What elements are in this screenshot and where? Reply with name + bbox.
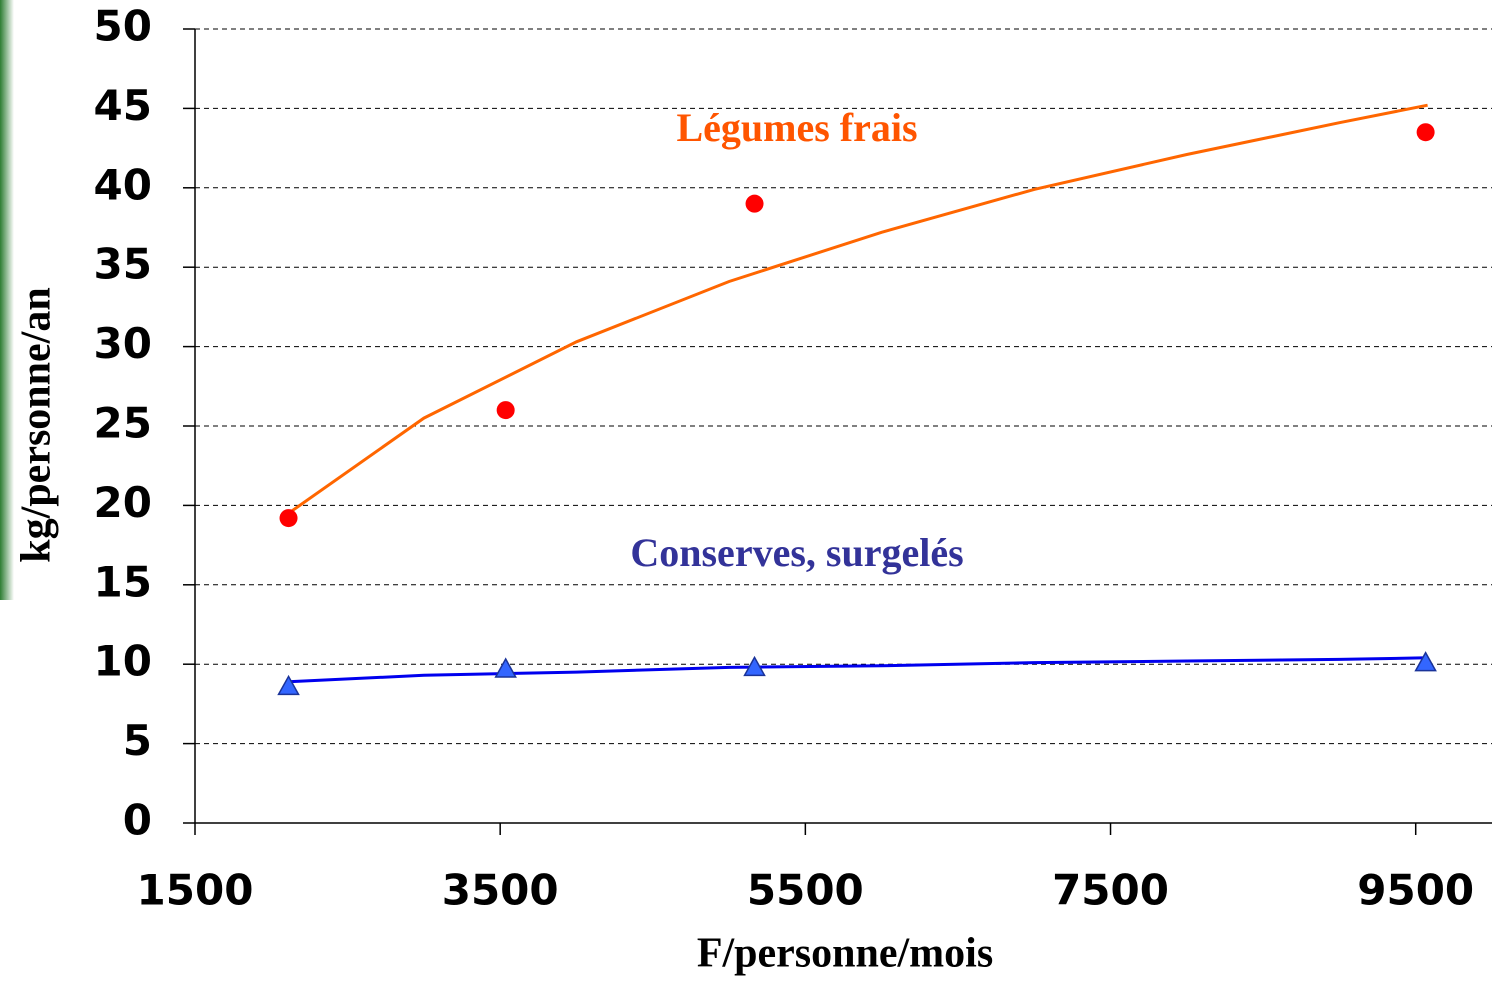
marker [277,674,300,696]
marker [279,509,298,528]
x-tick-label: 3500 [442,866,559,915]
y-tick-label: 15 [94,557,152,606]
marker [743,655,766,677]
x-tick-label: 7500 [1052,866,1169,915]
trend-line [288,656,1428,684]
trend-line [287,103,1428,515]
y-tick-label: 0 [123,796,152,845]
marker [494,657,517,678]
marker [496,401,515,420]
series-label: Conserves, surgelés [630,530,963,575]
marker [1416,123,1435,142]
y-tick-label: 20 [94,478,152,527]
marker [1414,651,1437,672]
y-tick-label: 25 [94,399,152,448]
y-tick-label: 40 [94,160,152,209]
y-tick-label: 45 [94,81,152,130]
y-tick-label: 35 [94,240,152,289]
x-axis-title: F/personne/mois [697,931,993,977]
marker [745,194,764,213]
series-label: Légumes frais [676,105,917,150]
x-tick-label: 5500 [747,866,864,915]
x-tick-label: 1500 [137,866,254,915]
y-tick-label: 50 [94,2,152,51]
y-tick-label: 5 [123,716,152,765]
x-tick-label: 9500 [1357,866,1474,915]
y-axis-title: kg/personne/an [14,287,60,562]
y-tick-label: 30 [94,319,152,368]
side-decoration [0,0,14,600]
y-tick-label: 10 [94,637,152,686]
